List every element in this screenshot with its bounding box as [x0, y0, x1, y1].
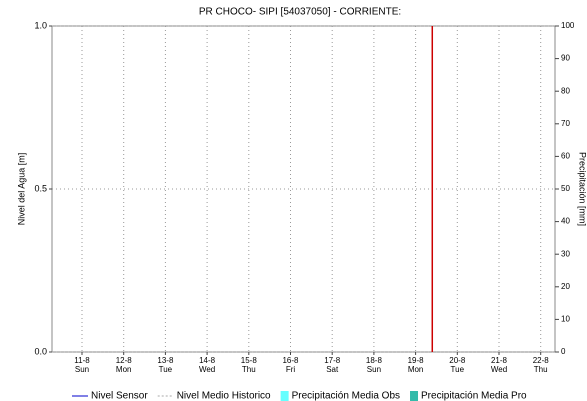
legend-swatch: [410, 391, 419, 401]
x-tick-weekday: Fri: [286, 365, 296, 374]
x-tick-label: 22-8: [533, 356, 550, 365]
y2-tick-label: 40: [561, 217, 570, 226]
x-tick-label: 18-8: [366, 356, 383, 365]
x-tick-label: 11-8: [74, 356, 90, 365]
x-tick-label: 20-8: [449, 356, 466, 365]
x-tick-weekday: Wed: [491, 365, 507, 374]
y-tick-label: 0.0: [34, 346, 47, 356]
y2-tick-label: 30: [561, 249, 570, 258]
x-tick-weekday: Tue: [159, 365, 173, 374]
x-tick-weekday: Wed: [199, 365, 215, 374]
y-tick-label: 0.5: [34, 183, 47, 193]
x-tick-label: 15-8: [241, 356, 258, 365]
y2-tick-label: 100: [561, 21, 575, 30]
legend-swatch: [280, 391, 289, 401]
chart-title: PR CHOCO- SIPI [54037050] - CORRIENTE:: [199, 7, 401, 18]
y2-axis-label: Precipitación [mm]: [578, 152, 587, 226]
y2-tick-label: 50: [561, 184, 570, 193]
y2-tick-label: 80: [561, 86, 570, 95]
x-tick-weekday: Mon: [408, 365, 424, 374]
x-tick-label: 19-8: [408, 356, 425, 365]
y2-tick-label: 70: [561, 119, 570, 128]
legend-label: Nivel Medio Historico: [177, 391, 271, 401]
legend-label: Precipitación Media Obs: [292, 391, 400, 401]
y2-tick-label: 90: [561, 54, 570, 63]
x-tick-weekday: Sun: [367, 365, 381, 374]
x-tick-weekday: Mon: [116, 365, 132, 374]
x-tick-label: 17-8: [324, 356, 341, 365]
y-tick-label: 1.0: [34, 20, 47, 30]
x-tick-weekday: Tue: [451, 365, 465, 374]
x-tick-label: 14-8: [199, 356, 216, 365]
x-tick-label: 13-8: [157, 356, 174, 365]
legend-label: Nivel Sensor: [91, 391, 148, 401]
x-tick-label: 21-8: [491, 356, 508, 365]
x-tick-label: 12-8: [116, 356, 133, 365]
y2-tick-label: 20: [561, 282, 570, 291]
y2-tick-label: 0: [561, 347, 566, 356]
legend-label: Precipitación Media Pro: [421, 391, 527, 401]
y2-tick-label: 10: [561, 315, 570, 324]
y-axis-label: Nivel del Agua [m]: [16, 153, 26, 226]
x-tick-weekday: Sun: [75, 365, 89, 374]
y2-tick-label: 60: [561, 152, 570, 161]
x-tick-weekday: Thu: [534, 365, 548, 374]
x-tick-label: 16-8: [282, 356, 299, 365]
plot-frame: [51, 25, 556, 353]
x-tick-weekday: Sat: [326, 365, 339, 374]
x-tick-weekday: Thu: [242, 365, 256, 374]
